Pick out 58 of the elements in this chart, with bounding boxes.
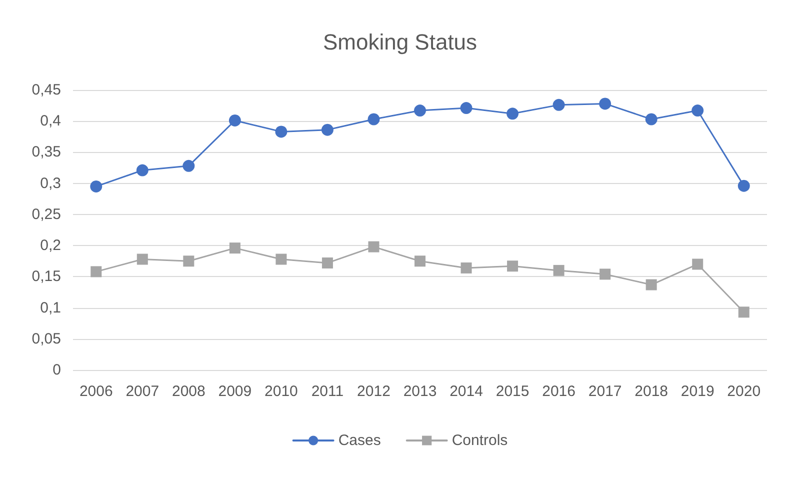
point: [692, 258, 704, 270]
y-tick-label: 0,15: [32, 268, 61, 286]
y-tick-label: 0,25: [32, 206, 61, 223]
point: [738, 306, 750, 318]
point: [182, 160, 195, 172]
y-tick-label: 0,35: [32, 144, 61, 161]
point: [136, 164, 148, 176]
x-tick-label: 2017: [588, 383, 622, 400]
point: [90, 266, 102, 278]
y-tick-label: 0,4: [40, 112, 61, 130]
y-tick-label: 0,05: [32, 330, 61, 348]
point: [276, 254, 287, 265]
x-tick-label: 2009: [218, 383, 252, 400]
point: [229, 242, 240, 254]
y-tick-label: 0,45: [32, 82, 61, 98]
legend-label: Cases: [338, 432, 381, 449]
point: [90, 180, 102, 192]
x-tick-label: 2014: [450, 383, 483, 400]
point: [552, 98, 565, 111]
point: [599, 98, 612, 110]
point: [228, 114, 241, 126]
x-tick-label: 2018: [634, 383, 668, 400]
x-tick-label: 2007: [126, 383, 160, 400]
point: [460, 102, 472, 114]
point: [414, 104, 426, 117]
chart-title: Smoking Status: [322, 30, 478, 54]
point: [183, 256, 194, 267]
x-tick-label: 2016: [542, 383, 576, 400]
x-tick-label: 2020: [727, 383, 761, 400]
point: [692, 104, 704, 117]
y-tick-label: 0: [52, 362, 61, 378]
point: [368, 113, 380, 126]
point: [322, 257, 333, 268]
legend-label: Controls: [452, 432, 508, 449]
point: [738, 180, 750, 192]
x-tick-label: 2008: [172, 383, 206, 400]
point: [275, 126, 288, 138]
x-tick-label: 2012: [357, 383, 390, 400]
y-tick-label: 0,3: [40, 174, 61, 192]
point: [460, 262, 472, 274]
point: [646, 279, 657, 290]
y-tick-label: 0,1: [40, 299, 61, 316]
point: [553, 264, 564, 276]
point: [414, 256, 426, 267]
point: [507, 260, 518, 272]
point: [506, 108, 519, 120]
x-tick-label: 2015: [496, 383, 530, 400]
point: [368, 241, 380, 252]
point: [600, 268, 611, 280]
point: [645, 113, 658, 126]
x-tick-label: 2011: [311, 383, 344, 400]
point: [321, 124, 334, 136]
x-tick-label: 2013: [403, 383, 437, 400]
x-tick-label: 2010: [264, 383, 298, 400]
y-tick-label: 0,2: [40, 237, 61, 254]
x-tick-label: 2019: [680, 383, 714, 400]
point: [136, 254, 148, 265]
x-tick-label: 2006: [79, 383, 113, 400]
